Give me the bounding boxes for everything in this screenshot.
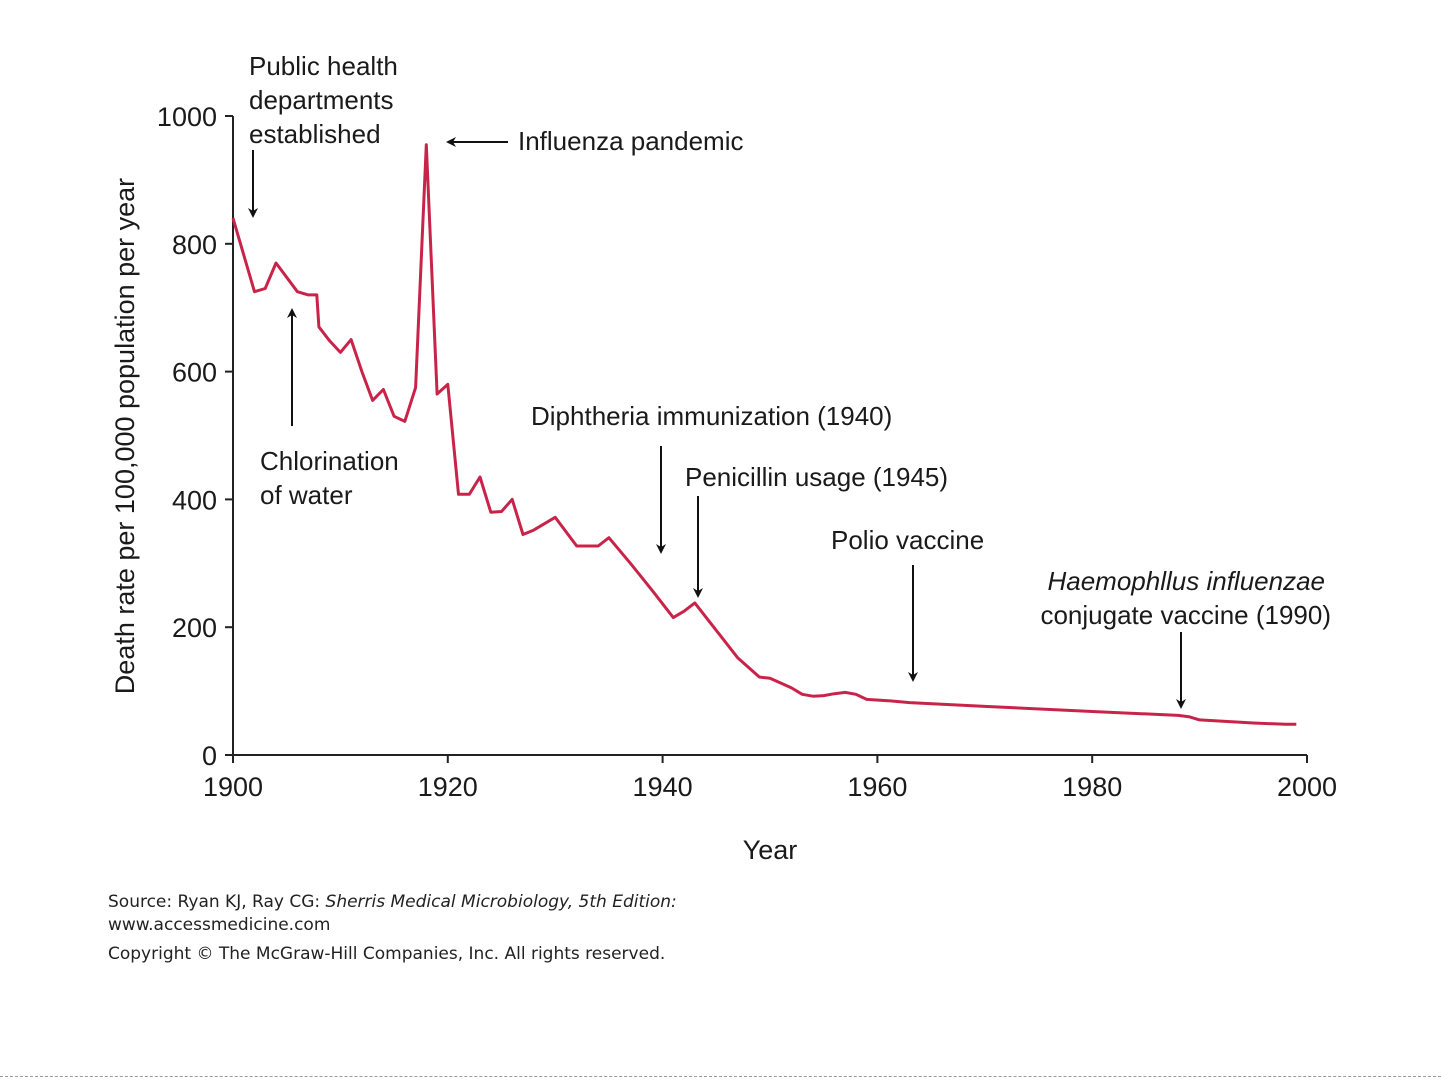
y-tick-label: 1000: [157, 102, 217, 132]
death-rate-line: [231, 143, 1297, 726]
x-tick-label: 1980: [1062, 772, 1122, 802]
source-credit: Source: Ryan KJ, Ray CG: Sherris Medical…: [108, 891, 677, 966]
y-tick-label: 400: [172, 485, 217, 515]
y-tick-label: 200: [172, 613, 217, 643]
annotation-label: Penicillin usage (1945): [685, 462, 948, 492]
annotation-label: departments: [249, 85, 394, 115]
x-axis-title: Year: [743, 835, 798, 865]
annotation-label: conjugate vaccine (1990): [1040, 600, 1331, 630]
x-tick-label: 1900: [203, 772, 263, 802]
annotation-label: of water: [260, 480, 353, 510]
y-tick-label: 600: [172, 358, 217, 388]
source-line: Source: Ryan KJ, Ray CG: Sherris Medical…: [108, 891, 677, 914]
x-tick-label: 1940: [633, 772, 693, 802]
x-tick-label: 1960: [847, 772, 907, 802]
bottom-divider: [0, 1076, 1441, 1077]
annotation-label: Chlorination: [260, 446, 399, 476]
source-prefix: Source: Ryan KJ, Ray CG:: [108, 892, 326, 912]
annotation-label: Influenza pandemic: [518, 126, 743, 156]
source-url: www.accessmedicine.com: [108, 915, 331, 935]
annotation-label: Public health: [249, 51, 398, 81]
annotation-label: Haemophllus influenzae: [1047, 566, 1325, 596]
source-book-title: Sherris Medical Microbiology, 5th Editio…: [325, 892, 677, 912]
y-tick-label: 0: [202, 741, 217, 771]
annotation-label: established: [249, 119, 381, 149]
x-tick-label: 2000: [1277, 772, 1337, 802]
annotation-label: Diphtheria immunization (1940): [531, 401, 892, 431]
y-tick-label: 800: [172, 230, 217, 260]
annotation-label: Polio vaccine: [831, 525, 984, 555]
y-axis-title: Death rate per 100,000 population per ye…: [110, 178, 140, 694]
copyright-notice: Copyright © The McGraw-Hill Companies, I…: [108, 944, 666, 964]
x-tick-label: 1920: [418, 772, 478, 802]
